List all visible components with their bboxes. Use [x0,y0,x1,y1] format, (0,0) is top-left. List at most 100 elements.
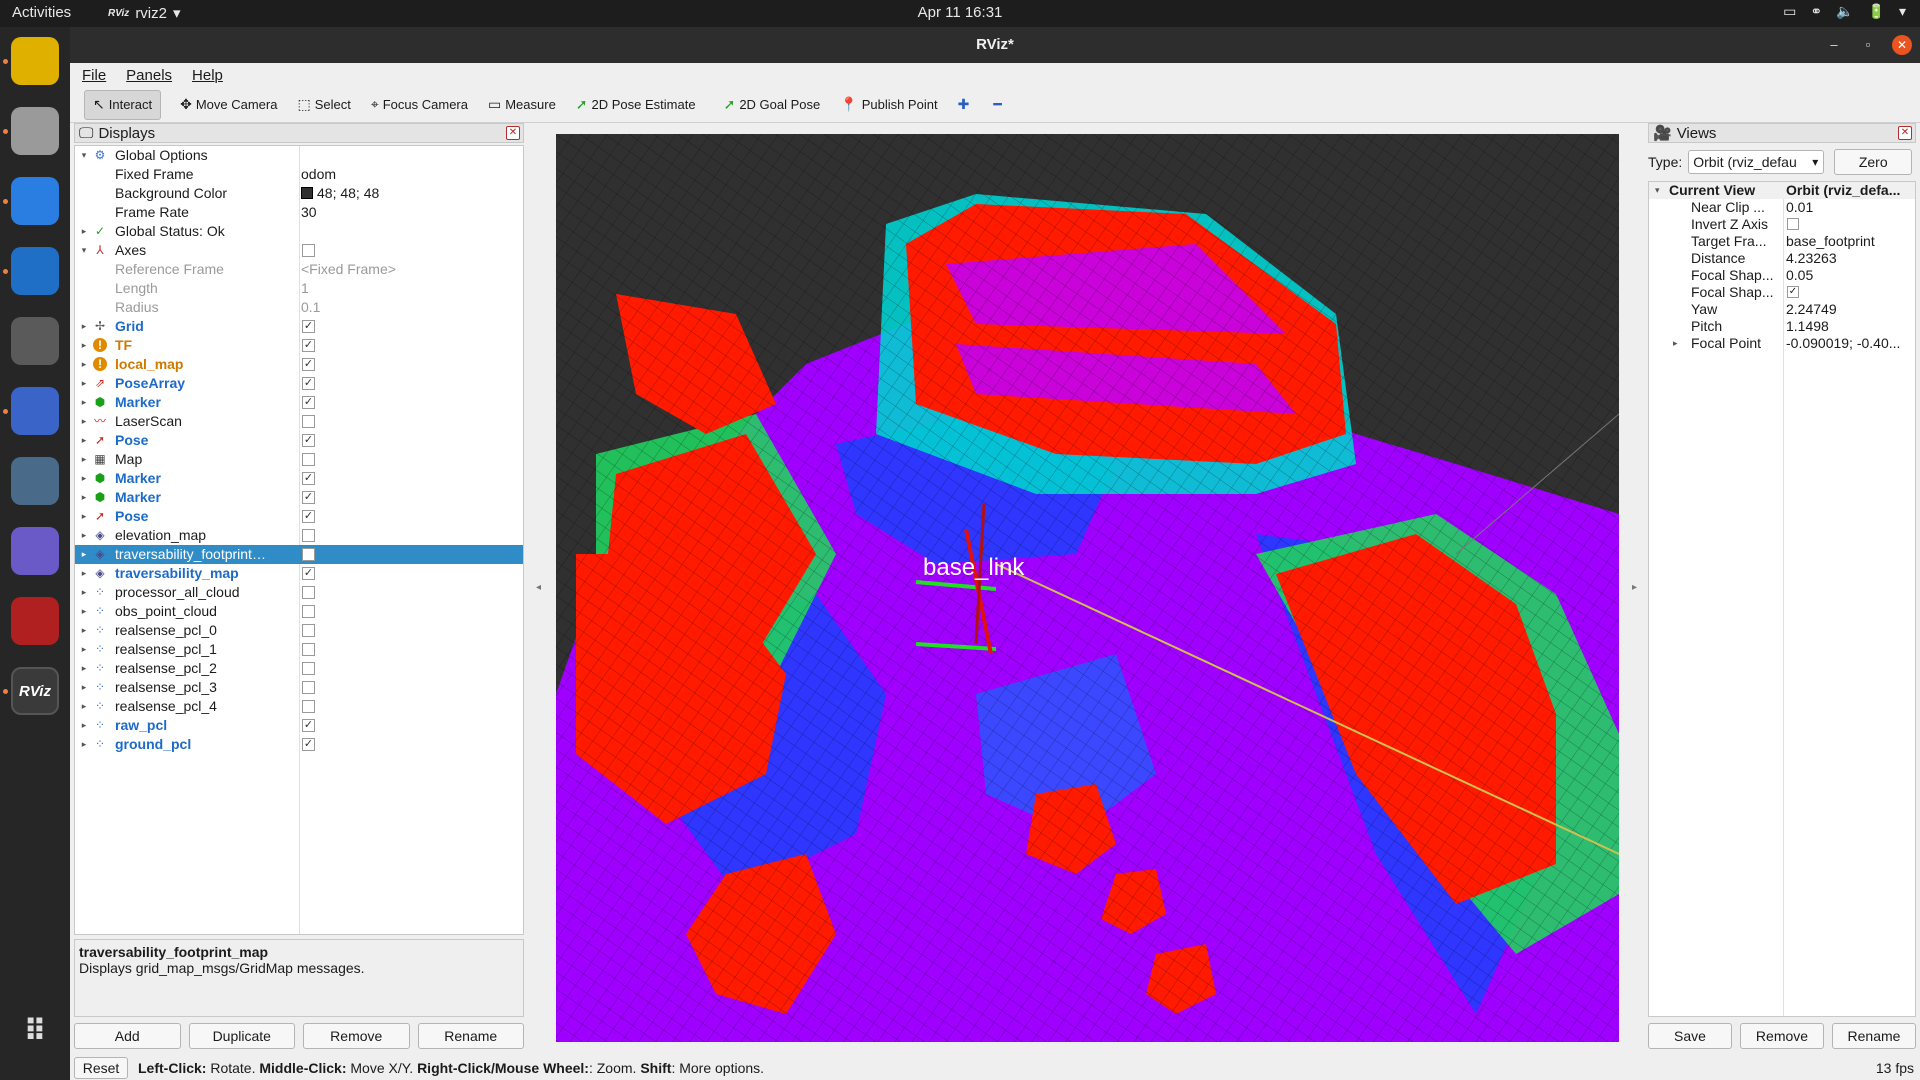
zero-button[interactable]: Zero [1834,149,1913,175]
expand-arrow-icon[interactable]: ▾ [81,150,87,160]
show-apps-icon[interactable]: ⠿ [11,1007,59,1055]
close-views-panel-icon[interactable]: ✕ [1898,126,1912,140]
view-property-value[interactable]: -0.090019; -0.40... [1786,335,1901,351]
close-button[interactable]: ✕ [1892,35,1912,55]
activities-button[interactable]: Activities [12,4,72,21]
right-splitter-handle[interactable]: ▸ [1632,582,1638,593]
views-column-divider[interactable] [1783,182,1784,1016]
display-row[interactable]: ▸ ⁘ obs_point_cloud [75,602,523,621]
save-view-button[interactable]: Save [1648,1023,1732,1049]
view-property-value[interactable]: 1.1498 [1786,318,1829,334]
render-viewport[interactable]: base_link [556,134,1619,1042]
display-row[interactable]: ▸ ⬢ Marker ✓ [75,393,523,412]
enable-checkbox[interactable]: ✓ [302,491,315,504]
display-row[interactable]: ▸ ➚ Pose ✓ [75,507,523,526]
view-property-row[interactable]: Focal Shap... 0.05 [1649,267,1915,284]
enable-checkbox[interactable] [302,605,315,618]
collapse-arrow-icon[interactable]: ▸ [81,568,87,578]
rename-view-button[interactable]: Rename [1832,1023,1916,1049]
enable-checkbox[interactable]: ✓ [302,320,315,333]
collapse-arrow-icon[interactable]: ▸ [81,226,87,236]
display-row[interactable]: ▸ ⁘ realsense_pcl_2 [75,659,523,678]
collapse-arrow-icon[interactable]: ▸ [81,416,87,426]
enable-checkbox[interactable]: ✓ [302,339,315,352]
display-row[interactable]: Background Color 48; 48; 48 [75,184,523,203]
enable-checkbox[interactable] [302,643,315,656]
display-row[interactable]: ▸ ▦ Map [75,450,523,469]
menu-help[interactable]: Help [192,66,223,84]
display-row[interactable]: Radius 0.1 [75,298,523,317]
terminal-icon[interactable] [11,597,59,645]
display-row[interactable]: ▸ ⁘ realsense_pcl_3 [75,678,523,697]
display-row[interactable]: ▸ ◈ elevation_map [75,526,523,545]
collapse-arrow-icon[interactable]: ▸ [81,511,87,521]
view-property-value[interactable]: 0.01 [1786,199,1814,215]
enable-checkbox[interactable]: ✓ [302,719,315,732]
collapse-arrow-icon[interactable]: ▸ [81,644,87,654]
remove-view-button[interactable]: Remove [1740,1023,1824,1049]
display-value[interactable]: 30 [301,203,317,222]
display-row[interactable]: ▸ ⁘ realsense_pcl_4 [75,697,523,716]
display-row[interactable]: ▾ ⅄ Axes [75,241,523,260]
menu-panels[interactable]: Panels [126,66,173,84]
enable-checkbox[interactable] [302,548,315,561]
enable-checkbox[interactable] [302,529,315,542]
display-row[interactable]: ▸ ⁘ realsense_pcl_1 [75,640,523,659]
view-properties-tree[interactable]: ▾ Current View Orbit (rviz_defa... Near … [1648,181,1916,1017]
view-property-value[interactable]: 2.24749 [1786,301,1837,317]
add-tool[interactable]: ✚ [949,90,983,120]
enable-checkbox[interactable] [302,415,315,428]
enable-checkbox[interactable]: ✓ [302,377,315,390]
battery-icon[interactable]: 🔋 [1867,3,1885,19]
collapse-arrow-icon[interactable]: ▾ [1655,185,1660,195]
rviz-icon[interactable]: RViz [11,667,59,715]
collapse-arrow-icon[interactable]: ▸ [1673,338,1678,348]
display-row[interactable]: ▸ ⁘ realsense_pcl_0 [75,621,523,640]
collapse-arrow-icon[interactable]: ▸ [81,739,87,749]
minimize-button[interactable]: – [1830,37,1838,52]
duplicate-button[interactable]: Duplicate [188,1023,295,1049]
expand-arrow-icon[interactable]: ▾ [81,245,87,255]
select-tool[interactable]: ⬚ Select [288,90,359,120]
app-menu[interactable]: RViz rviz2 ▾ [108,4,181,23]
enable-checkbox[interactable] [302,244,315,257]
display-row[interactable]: ▸ ◈ traversability_map ✓ [75,564,523,583]
collapse-arrow-icon[interactable]: ▸ [81,606,87,616]
menu-file[interactable]: File [82,66,107,84]
network-icon[interactable] [11,527,59,575]
system-menu-chevron-icon[interactable]: ▾ [1898,3,1906,19]
focus-camera-tool[interactable]: ⌖ Focus Camera [362,90,477,120]
enable-checkbox[interactable] [302,700,315,713]
view-property-row[interactable]: Target Fra... base_footprint [1649,233,1915,250]
collapse-arrow-icon[interactable]: ▸ [81,397,87,407]
view-property-row[interactable]: ▸ Focal Point -0.090019; -0.40... [1649,335,1915,352]
enable-checkbox[interactable]: ✓ [302,434,315,447]
display-row[interactable]: ▸ ⬢ Marker ✓ [75,488,523,507]
display-row[interactable]: Fixed Frame odom [75,165,523,184]
collapse-arrow-icon[interactable]: ▸ [81,492,87,502]
enable-checkbox[interactable]: ✓ [302,396,315,409]
view-type-select[interactable]: Orbit (rviz_defau [1688,150,1825,174]
display-row[interactable]: ▸ ⬢ Marker ✓ [75,469,523,488]
display-row[interactable]: ▸! local_map ✓ [75,355,523,374]
display-value[interactable]: 0.1 [301,298,320,317]
add-button[interactable]: Add [74,1023,181,1049]
collapse-arrow-icon[interactable]: ▸ [81,720,87,730]
close-panel-icon[interactable]: ✕ [506,126,520,140]
rename-button[interactable]: Rename [417,1023,524,1049]
enable-checkbox[interactable]: ✓ [302,567,315,580]
publish-point-tool[interactable]: 📍 Publish Point [831,90,946,120]
goal-pose-tool[interactable]: ➚ 2D Goal Pose [715,90,830,120]
vscode-icon[interactable] [11,247,59,295]
display-row[interactable]: Frame Rate 30 [75,203,523,222]
enable-checkbox[interactable] [302,681,315,694]
enable-checkbox[interactable] [302,586,315,599]
interact-tool[interactable]: ↖ Interact [84,89,162,120]
enable-checkbox[interactable] [302,662,315,675]
collapse-arrow-icon[interactable]: ▸ [81,701,87,711]
display-row[interactable]: ▸ ⇗ PoseArray ✓ [75,374,523,393]
display-value[interactable]: 1 [301,279,309,298]
view-property-checkbox[interactable] [1787,218,1799,230]
video-recorder-icon[interactable] [11,457,59,505]
collapse-arrow-icon[interactable]: ▸ [81,530,87,540]
